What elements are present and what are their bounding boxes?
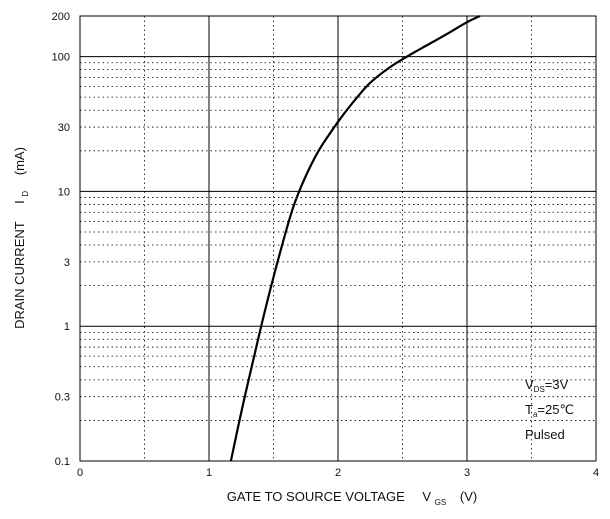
annotation-vds: VDS=3V: [525, 377, 569, 394]
annotation-ta-subscript: a: [533, 410, 538, 419]
x-axis-label-unit: (V): [460, 489, 477, 504]
y-tick-label: 0.1: [55, 456, 70, 468]
y-axis-label-subscript: D: [21, 191, 30, 197]
annotation-ta-value: =25℃: [537, 402, 574, 417]
y-tick-labels: 0.1 0.3 1 3 10 30 100 200: [52, 11, 70, 468]
x-axis-label-main: GATE TO SOURCE VOLTAGE: [227, 489, 405, 504]
y-tick-label: 1: [64, 321, 70, 333]
annotation-pulsed-text: Pulsed: [525, 427, 565, 442]
x-tick-label: 2: [335, 467, 341, 479]
y-tick-label: 10: [58, 186, 70, 198]
annotation-pulsed: Pulsed: [525, 427, 565, 442]
y-axis-label-symbol: I: [12, 200, 27, 204]
x-axis-label-symbol: V: [422, 489, 431, 504]
x-tick-label: 1: [206, 467, 212, 479]
annotation-vds-symbol: V: [525, 377, 534, 392]
series-line: [229, 15, 481, 462]
y-tick-label: 3: [64, 257, 70, 269]
y-axis-label-unit: (mA): [12, 147, 27, 175]
conditions-annotation: VDS=3V Ta=25℃ Pulsed: [525, 377, 574, 442]
y-axis-label-main: DRAIN CURRENT: [12, 221, 27, 329]
y-tick-label: 100: [52, 52, 70, 64]
annotation-vds-subscript: DS: [534, 385, 545, 394]
x-axis-label-subscript: GS: [435, 498, 447, 507]
annotation-vds-value: =3V: [545, 377, 569, 392]
x-tick-label: 0: [77, 467, 83, 479]
annotation-ta: Ta=25℃: [525, 402, 574, 419]
annotation-ta-symbol: T: [525, 402, 533, 417]
x-tick-labels: 0 1 2 3 4: [77, 467, 599, 479]
grid: [80, 16, 596, 461]
plot-frame: [79, 15, 597, 462]
x-tick-label: 4: [593, 467, 599, 479]
y-axis-label: DRAIN CURRENT I D (mA): [12, 147, 31, 329]
y-tick-label: 0.3: [55, 392, 70, 404]
x-axis-label: GATE TO SOURCE VOLTAGE V GS (V): [227, 489, 477, 508]
x-tick-label: 3: [464, 467, 470, 479]
y-tick-label: 30: [58, 122, 70, 134]
y-tick-label: 200: [52, 11, 70, 23]
